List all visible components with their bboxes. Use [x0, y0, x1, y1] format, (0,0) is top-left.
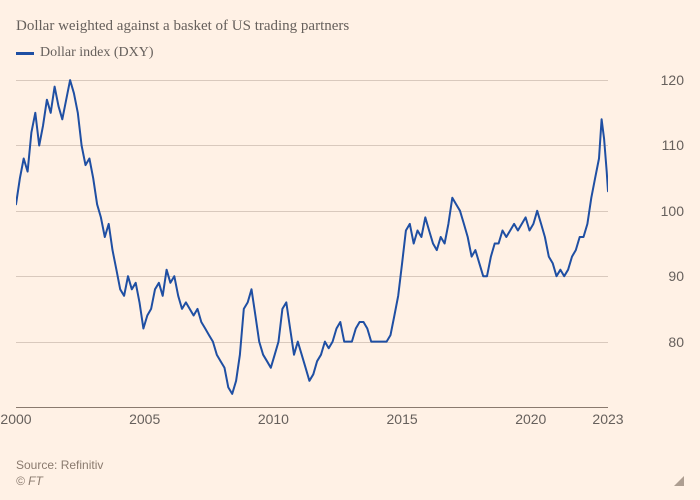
- credit-text: © FT: [16, 474, 103, 488]
- plot-area: 8090100110120200020052010201520202023: [16, 67, 684, 431]
- line-series: [16, 67, 608, 409]
- y-axis-label: 80: [654, 334, 684, 350]
- x-axis-label: 2000: [0, 411, 31, 451]
- chart-footer: Source: Refinitiv © FT: [16, 458, 103, 488]
- chart-container: Dollar weighted against a basket of US t…: [0, 0, 700, 500]
- x-axis-label: 2023: [592, 411, 623, 451]
- y-axis-label: 90: [654, 268, 684, 284]
- x-axis-label: 2020: [515, 411, 546, 451]
- x-axis-label: 2005: [129, 411, 160, 451]
- chart-subtitle: Dollar weighted against a basket of US t…: [16, 18, 684, 35]
- legend: Dollar index (DXY): [16, 45, 684, 61]
- y-axis-label: 110: [654, 137, 684, 153]
- x-axis-label: 2010: [258, 411, 289, 451]
- corner-icon: [674, 476, 684, 486]
- x-axis-label: 2015: [387, 411, 418, 451]
- y-axis-label: 100: [654, 203, 684, 219]
- legend-label: Dollar index (DXY): [40, 45, 154, 61]
- legend-swatch: [16, 52, 34, 55]
- source-text: Source: Refinitiv: [16, 458, 103, 472]
- y-axis-label: 120: [654, 72, 684, 88]
